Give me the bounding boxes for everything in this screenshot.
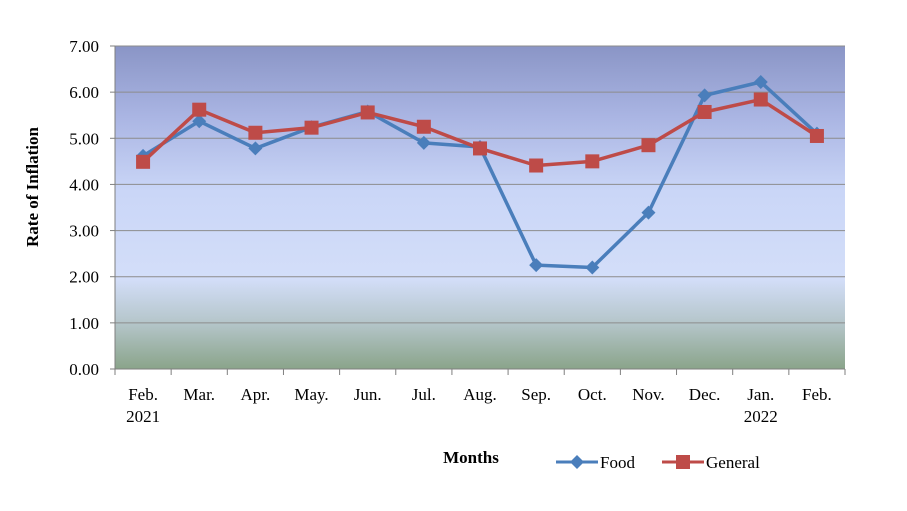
tick-labels: 0.00 1.00 2.00 3.00 4.00 5.00 6.00 7.00 Feb. 2021…	[69, 37, 832, 426]
y-tick-label: 3.00	[69, 222, 99, 241]
y-tick-label: 1.00	[69, 314, 99, 333]
x-tick-label: Mar.	[183, 385, 215, 404]
legend-general-label: General	[706, 453, 760, 472]
data-point-general	[473, 141, 487, 156]
data-point-general	[248, 125, 263, 140]
y-tick-label: 0.00	[69, 360, 99, 379]
data-point-general	[641, 138, 656, 153]
legend-food-label: Food	[600, 453, 635, 472]
data-point-general	[416, 119, 431, 134]
legend-item-general: General	[662, 453, 760, 472]
x-tick-label: Jan.	[747, 385, 774, 404]
data-point-general	[585, 154, 600, 169]
y-axis-title: Rate of Inflation	[23, 126, 42, 246]
x-tick-label: 2022	[744, 407, 778, 426]
legend-food-diamond	[570, 455, 584, 469]
data-point-food	[697, 88, 712, 103]
x-tick-label: Feb.	[128, 385, 158, 404]
x-tick-label: Dec.	[689, 385, 721, 404]
data-point-food	[192, 114, 207, 129]
x-axis-title: Months	[443, 448, 499, 467]
y-tick-label: 5.00	[69, 129, 99, 148]
data-point-general	[136, 154, 151, 169]
y-tick-label: 6.00	[69, 83, 99, 102]
data-point-food	[585, 260, 600, 275]
data-point-food	[641, 205, 656, 220]
data-point-food	[248, 141, 263, 156]
x-tick-label: Jul.	[412, 385, 436, 404]
x-tick-label: May.	[294, 385, 328, 404]
x-tick-label: 2021	[126, 407, 160, 426]
x-tick-label: Oct.	[578, 385, 607, 404]
x-tick-label: Nov.	[632, 385, 664, 404]
legend-general-square	[676, 455, 690, 469]
data-point-food	[416, 135, 431, 150]
data-point-general	[753, 92, 768, 107]
legend: Food General	[556, 453, 760, 472]
data-point-general	[809, 128, 824, 143]
axes	[110, 45, 846, 375]
x-tick-label: Aug.	[463, 385, 497, 404]
data-point-general	[697, 104, 712, 119]
x-tick-label: Apr.	[241, 385, 271, 404]
data-point-food	[529, 258, 544, 273]
y-tick-label: 2.00	[69, 268, 99, 287]
y-tick-label: 7.00	[69, 37, 99, 56]
data-point-food	[753, 74, 768, 89]
legend-item-food: Food	[556, 453, 635, 472]
data-point-general	[529, 158, 544, 173]
data-point-general	[304, 120, 319, 135]
plot-area	[115, 46, 845, 369]
y-tick-label: 4.00	[69, 175, 99, 194]
x-tick-label: Feb.	[802, 385, 832, 404]
series-layer	[136, 74, 824, 275]
x-tick-label: Jun.	[354, 385, 382, 404]
data-point-general	[360, 105, 375, 120]
data-point-general	[192, 102, 207, 117]
x-tick-label: Sep.	[521, 385, 551, 404]
